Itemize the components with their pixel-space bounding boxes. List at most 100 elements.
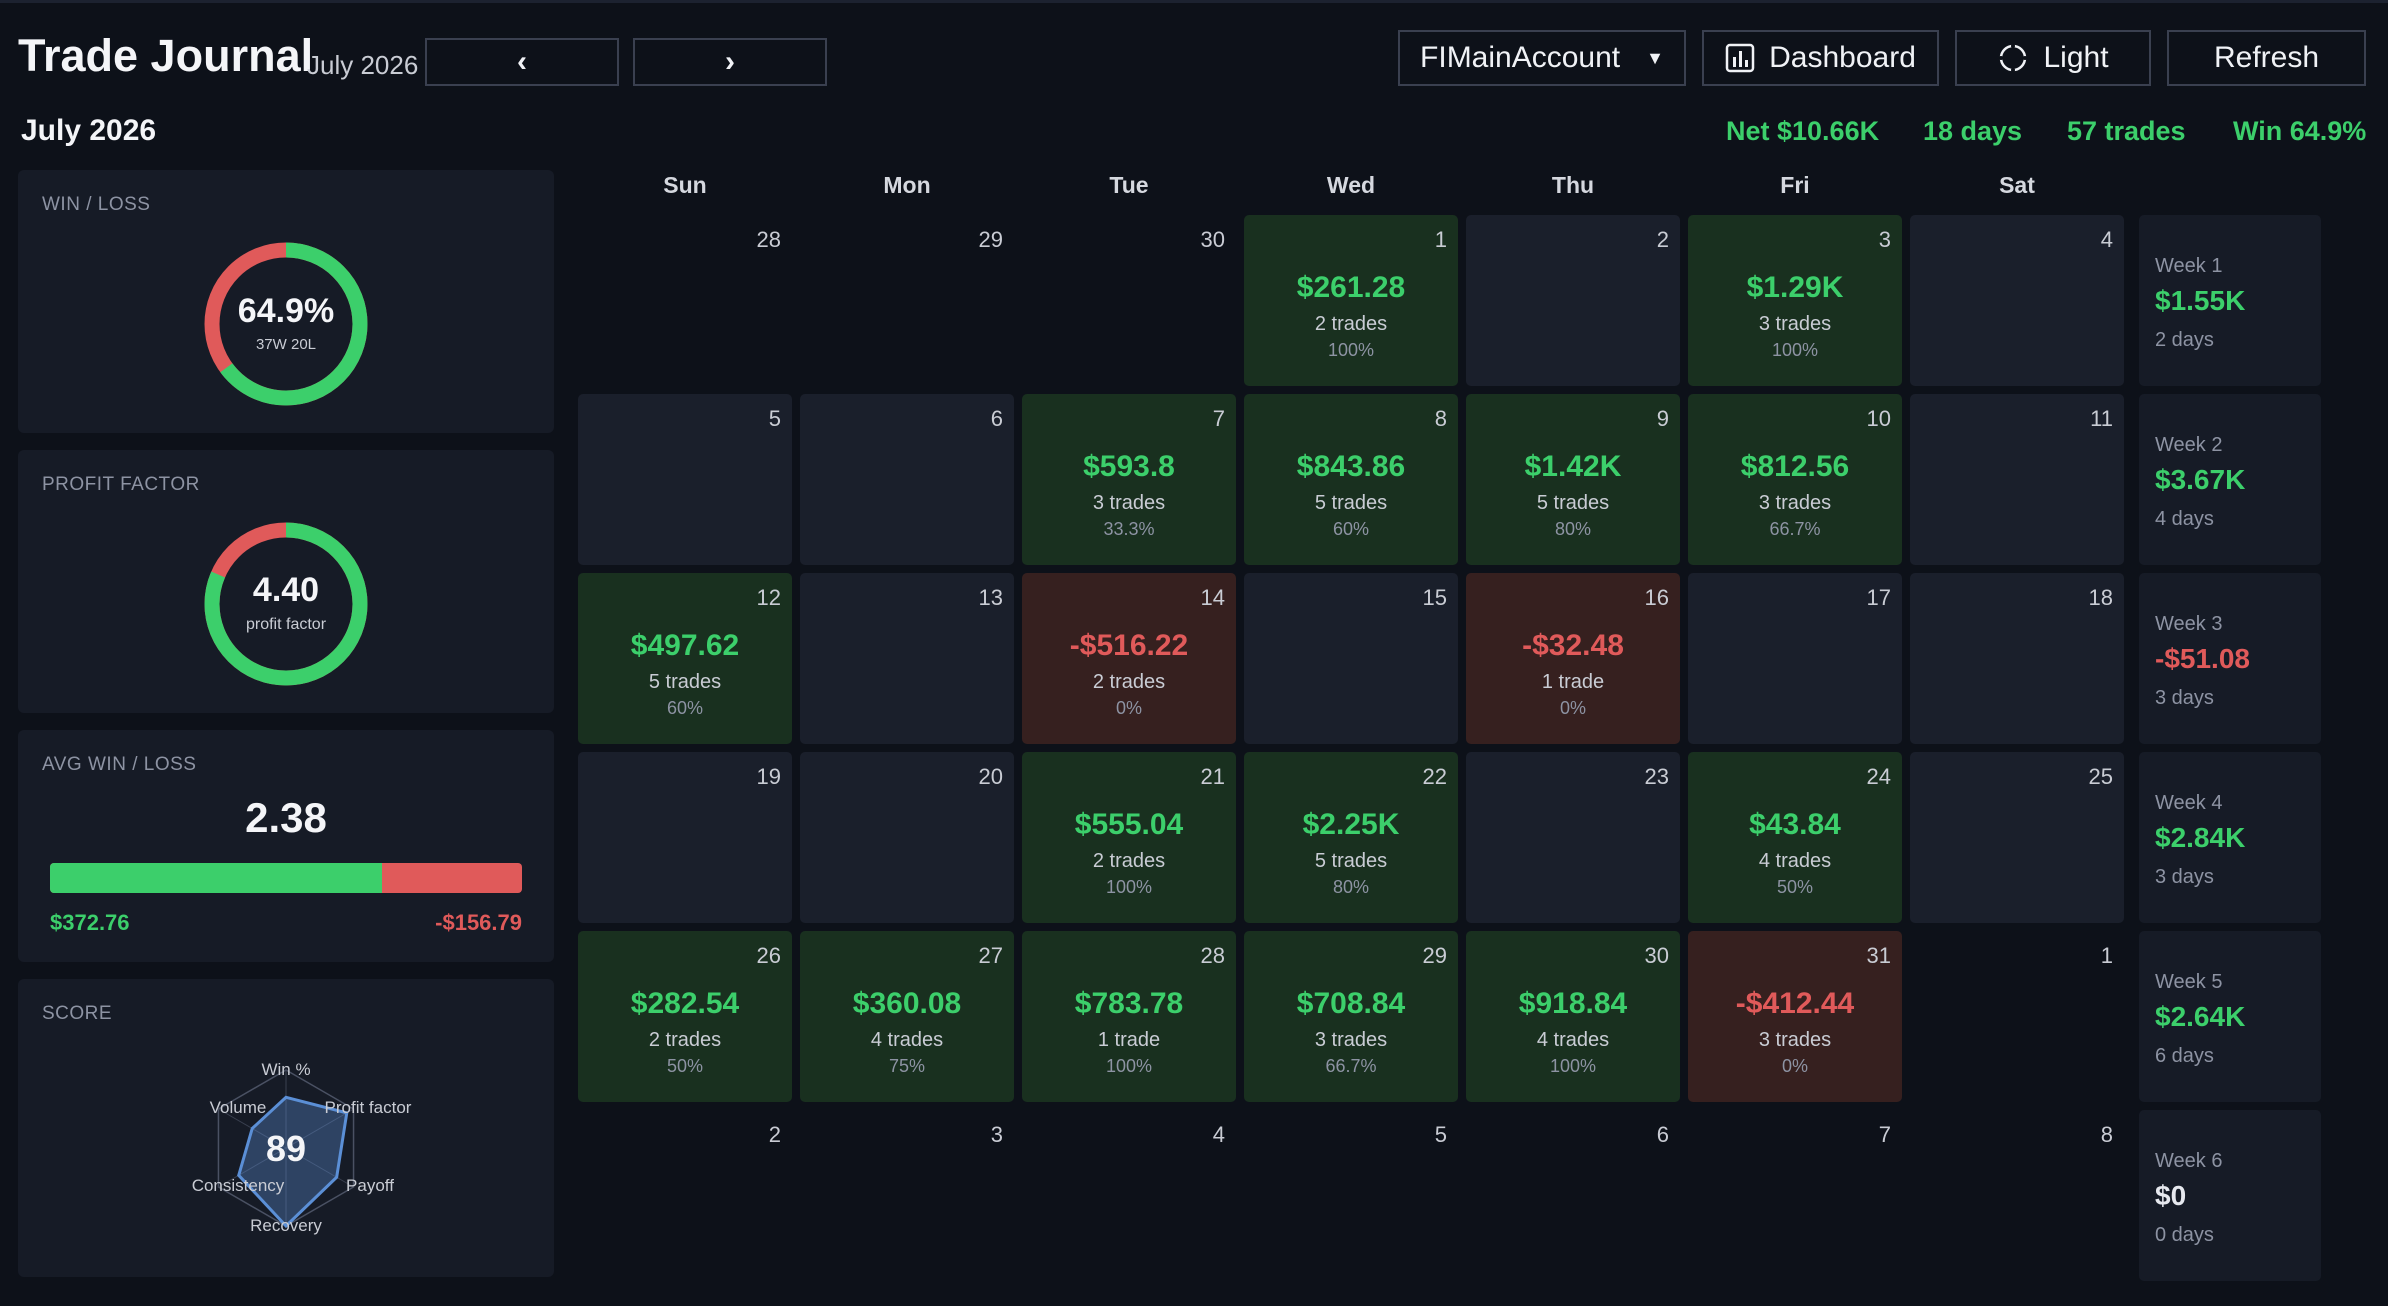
calendar-day-cell[interactable]: 31 -$412.44 3 trades 0% <box>1688 931 1902 1102</box>
account-select[interactable]: FIMainAccount ▼ <box>1398 30 1686 86</box>
calendar-day-cell: 1 <box>1910 931 2124 1102</box>
calendar-day-cell[interactable]: 9 $1.42K 5 trades 80% <box>1466 394 1680 565</box>
calendar-day-cell[interactable]: 10 $812.56 3 trades 66.7% <box>1688 394 1902 565</box>
score-panel: SCORE Win % Profit factor Payoff Recovery Co… <box>18 979 554 1277</box>
sun-icon <box>1999 44 2028 72</box>
month-title: July 2026 <box>21 114 157 147</box>
day-pnl: $282.54 <box>630 987 740 1020</box>
calendar-day-cell: 6 <box>1466 1110 1680 1281</box>
day-number: 2 <box>1656 227 1669 252</box>
dashboard-button[interactable]: Dashboard <box>1702 30 1939 86</box>
calendar-day-cell[interactable]: 1 $261.28 2 trades 100% <box>1244 215 1458 386</box>
day-number: 8 <box>2100 1122 2113 1147</box>
day-number: 24 <box>1866 764 1891 789</box>
day-pnl: $593.8 <box>1083 450 1175 483</box>
radar-score-area <box>237 1095 349 1229</box>
calendar-day-cell[interactable]: 12 $497.62 5 trades 60% <box>578 573 792 744</box>
week-summary-card: Week 5 $2.64K 6 days <box>2139 931 2321 1102</box>
calendar-day-cell[interactable]: 22 $2.25K 5 trades 80% <box>1244 752 1458 923</box>
day-number: 29 <box>1422 943 1447 968</box>
day-number: 1 <box>1434 227 1447 252</box>
calendar-day-cell: 30 <box>1022 215 1236 386</box>
day-trade-count: 2 trades <box>1314 313 1388 335</box>
day-number: 30 <box>1644 943 1669 968</box>
day-trade-count: 3 trades <box>1758 1029 1832 1051</box>
calendar-day-cell[interactable]: 11 <box>1910 394 2124 565</box>
week-label: Week 5 <box>2155 971 2223 993</box>
day-number: 17 <box>1866 585 1891 610</box>
day-trade-count: 2 trades <box>648 1029 722 1051</box>
calendar-day-cell[interactable]: 17 <box>1688 573 1902 744</box>
day-number: 20 <box>978 764 1003 789</box>
calendar-day-cell: 4 <box>1022 1110 1236 1281</box>
day-number: 4 <box>1212 1122 1225 1147</box>
theme-toggle-button[interactable]: Light <box>1955 30 2151 86</box>
calendar-day-cell[interactable]: 15 <box>1244 573 1458 744</box>
calendar-day-cell[interactable]: 28 $783.78 1 trade 100% <box>1022 931 1236 1102</box>
calendar-day-cell[interactable]: 24 $43.84 4 trades 50% <box>1688 752 1902 923</box>
calendar-day-cell[interactable]: 4 <box>1910 215 2124 386</box>
week-label: Week 1 <box>2155 255 2223 277</box>
day-number: 22 <box>1422 764 1447 789</box>
day-win-rate: 80% <box>1554 519 1592 539</box>
refresh-button[interactable]: Refresh <box>2167 30 2366 86</box>
day-pnl: $783.78 <box>1074 987 1184 1020</box>
day-trade-count: 5 trades <box>1314 850 1388 872</box>
prev-month-button[interactable]: ‹ <box>425 38 619 86</box>
calendar-day-cell[interactable]: 29 $708.84 3 trades 66.7% <box>1244 931 1458 1102</box>
bar-chart-icon <box>1725 43 1755 73</box>
day-pnl: -$516.22 <box>1069 629 1189 662</box>
week-summary-card: Week 4 $2.84K 3 days <box>2139 752 2321 923</box>
day-pnl: $1.42K <box>1524 450 1622 483</box>
day-number: 21 <box>1200 764 1225 789</box>
calendar-day-cell[interactable]: 21 $555.04 2 trades 100% <box>1022 752 1236 923</box>
calendar-day-cell[interactable]: 5 <box>578 394 792 565</box>
calendar-day-cell[interactable]: 14 -$516.22 2 trades 0% <box>1022 573 1236 744</box>
calendar-day-cell[interactable]: 26 $282.54 2 trades 50% <box>578 931 792 1102</box>
day-win-rate: 0% <box>1559 698 1586 718</box>
calendar-day-cell: 3 <box>800 1110 1014 1281</box>
day-number: 25 <box>2088 764 2113 789</box>
week-summary-card: Week 3 -$51.08 3 days <box>2139 573 2321 744</box>
calendar-day-cell[interactable]: 6 <box>800 394 1014 565</box>
next-month-button[interactable]: › <box>633 38 827 86</box>
day-win-rate: 100% <box>1105 877 1153 897</box>
calendar-day-cell[interactable]: 2 <box>1466 215 1680 386</box>
calendar-day-cell: 7 <box>1688 1110 1902 1281</box>
calendar-day-cell[interactable]: 30 $918.84 4 trades 100% <box>1466 931 1680 1102</box>
day-win-rate: 60% <box>1332 519 1370 539</box>
day-pnl: $555.04 <box>1074 808 1184 841</box>
app-title: Trade Journal <box>18 30 314 81</box>
day-number: 1 <box>2100 943 2113 968</box>
day-number: 13 <box>978 585 1003 610</box>
week-days: 0 days <box>2155 1224 2214 1246</box>
calendar-day-cell[interactable]: 20 <box>800 752 1014 923</box>
week-pnl: $3.67K <box>2155 464 2246 495</box>
panel-label: AVG WIN / LOSS <box>42 754 197 775</box>
day-win-rate: 100% <box>1549 1056 1597 1076</box>
avg-win-loss-bar <box>50 863 522 893</box>
calendar-day-cell[interactable]: 16 -$32.48 1 trade 0% <box>1466 573 1680 744</box>
week-pnl: $0 <box>2155 1180 2187 1211</box>
day-trade-count: 4 trades <box>870 1029 944 1051</box>
day-win-rate: 66.7% <box>1769 519 1821 539</box>
day-number: 19 <box>756 764 781 789</box>
calendar-day-cell[interactable]: 27 $360.08 4 trades 75% <box>800 931 1014 1102</box>
calendar-day-cell[interactable]: 23 <box>1466 752 1680 923</box>
calendar-day-cell[interactable]: 25 <box>1910 752 2124 923</box>
calendar-day-cell[interactable]: 13 <box>800 573 1014 744</box>
calendar-day-cell[interactable]: 19 <box>578 752 792 923</box>
day-number: 7 <box>1878 1122 1891 1147</box>
calendar-day-cell[interactable]: 7 $593.8 3 trades 33.3% <box>1022 394 1236 565</box>
day-pnl: $918.84 <box>1518 987 1628 1020</box>
calendar-day-cell[interactable]: 3 $1.29K 3 trades 100% <box>1688 215 1902 386</box>
dashboard-label: Dashboard <box>1769 41 1916 74</box>
panel-label: WIN / LOSS <box>42 194 151 215</box>
day-number: 23 <box>1644 764 1669 789</box>
calendar-day-cell[interactable]: 8 $843.86 5 trades 60% <box>1244 394 1458 565</box>
calendar-day-cell[interactable]: 18 <box>1910 573 2124 744</box>
week-label: Week 2 <box>2155 434 2223 456</box>
donut-win-segment <box>204 242 368 406</box>
avg-loss-value: -$156.79 <box>435 910 522 935</box>
radar-axis-line <box>285 1147 354 1188</box>
